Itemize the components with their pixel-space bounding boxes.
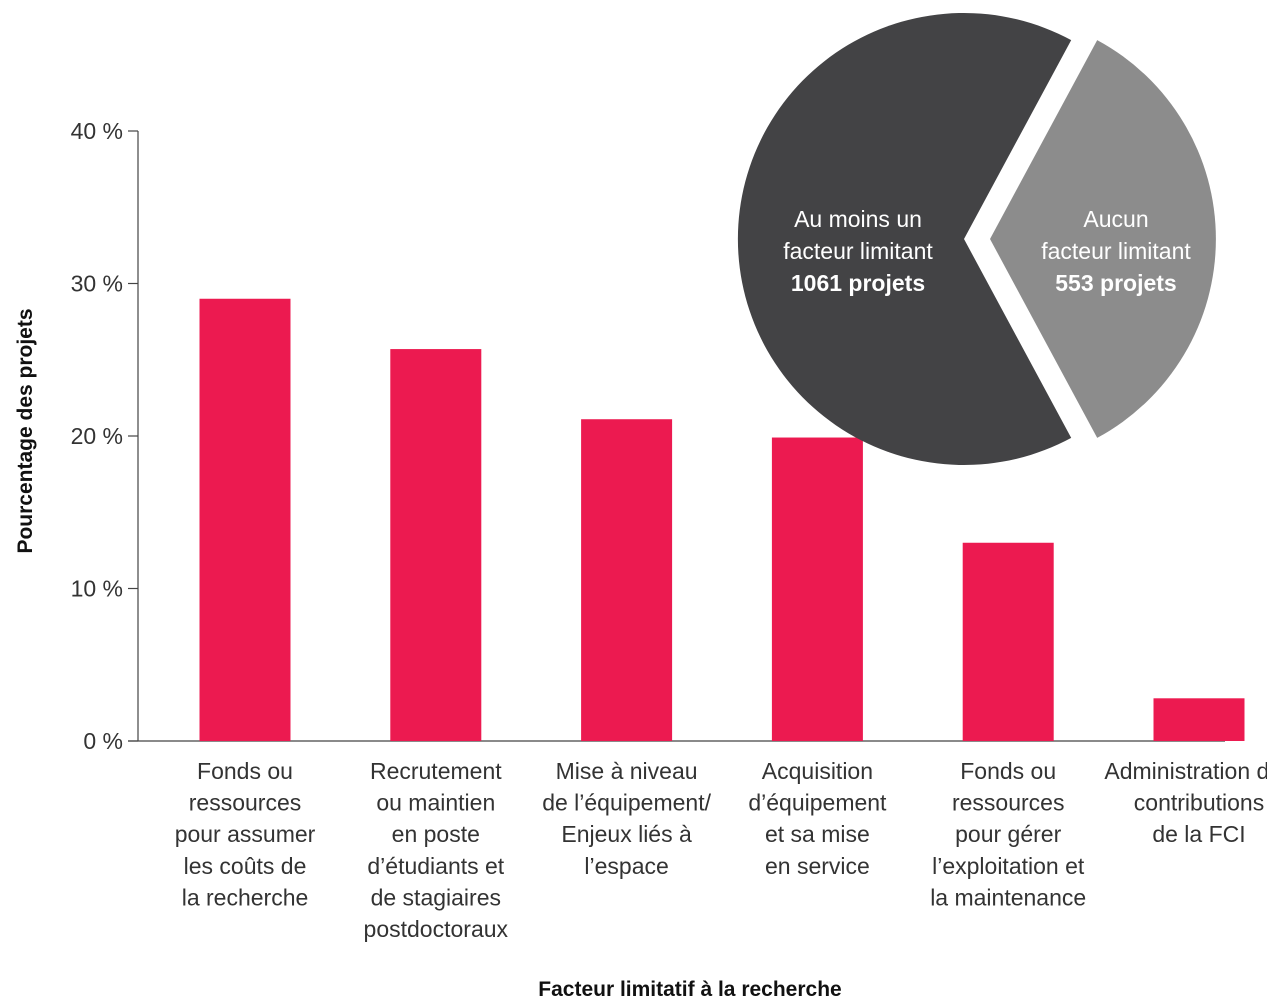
x-category-label: Administration descontributionsde la FCI <box>1104 758 1267 847</box>
pie-label-line: Aucun <box>1083 206 1148 232</box>
bar <box>199 298 291 741</box>
pie-label-line: facteur limitant <box>1041 238 1191 264</box>
pie-slice-limiting <box>737 12 1072 465</box>
x-category-label: Fonds ou ressources pour gérer l’exploitati… <box>930 758 1086 910</box>
pie-label-limiting: Au moins un facteur limitant 1061 projets <box>783 206 933 296</box>
pie-value-label: 553 projets <box>1055 270 1176 296</box>
bar <box>962 542 1054 741</box>
x-category-label: Acquisition d’équipement et sa mise en serv… <box>748 758 887 879</box>
pie-label-line: facteur limitant <box>783 238 933 264</box>
bar-chart: 0 % 10 % 20 % 30 % 40 % Fonds ou ressources po… <box>14 118 1267 1001</box>
y-axis-title: Pourcentage des projets <box>14 308 37 553</box>
pie-label-line: Au moins un <box>794 206 922 232</box>
x-category-label: Fonds ou ressources pour assumer les coûts … <box>175 758 316 910</box>
pie-label-none: Aucun facteur limitant 553 projets <box>1041 206 1191 296</box>
y-tick-label: 30 % <box>71 271 123 297</box>
category-labels: Fonds ou ressources pour assumer les coûts … <box>175 758 1267 942</box>
x-category-label: Recrutement ou maintien en poste d’étudiant… <box>364 758 509 942</box>
y-axis-ticks: 0 % 10 % 20 % 30 % 40 % <box>71 118 138 754</box>
x-axis-title: Facteur limitatif à la recherche <box>538 978 841 1001</box>
pie-slice-none <box>990 40 1216 438</box>
x-category-label: Mise à niveau de l’équipement/Enjeux liés… <box>542 758 711 879</box>
pie-value-label: 1061 projets <box>791 270 925 296</box>
bars <box>199 298 1245 741</box>
bar <box>1153 698 1245 741</box>
bar <box>581 419 673 741</box>
y-tick-label: 0 % <box>83 728 123 754</box>
y-tick-label: 20 % <box>71 423 123 449</box>
y-tick-label: 10 % <box>71 576 123 602</box>
bar <box>771 437 863 741</box>
bar <box>390 349 482 741</box>
y-tick-label: 40 % <box>71 118 123 144</box>
